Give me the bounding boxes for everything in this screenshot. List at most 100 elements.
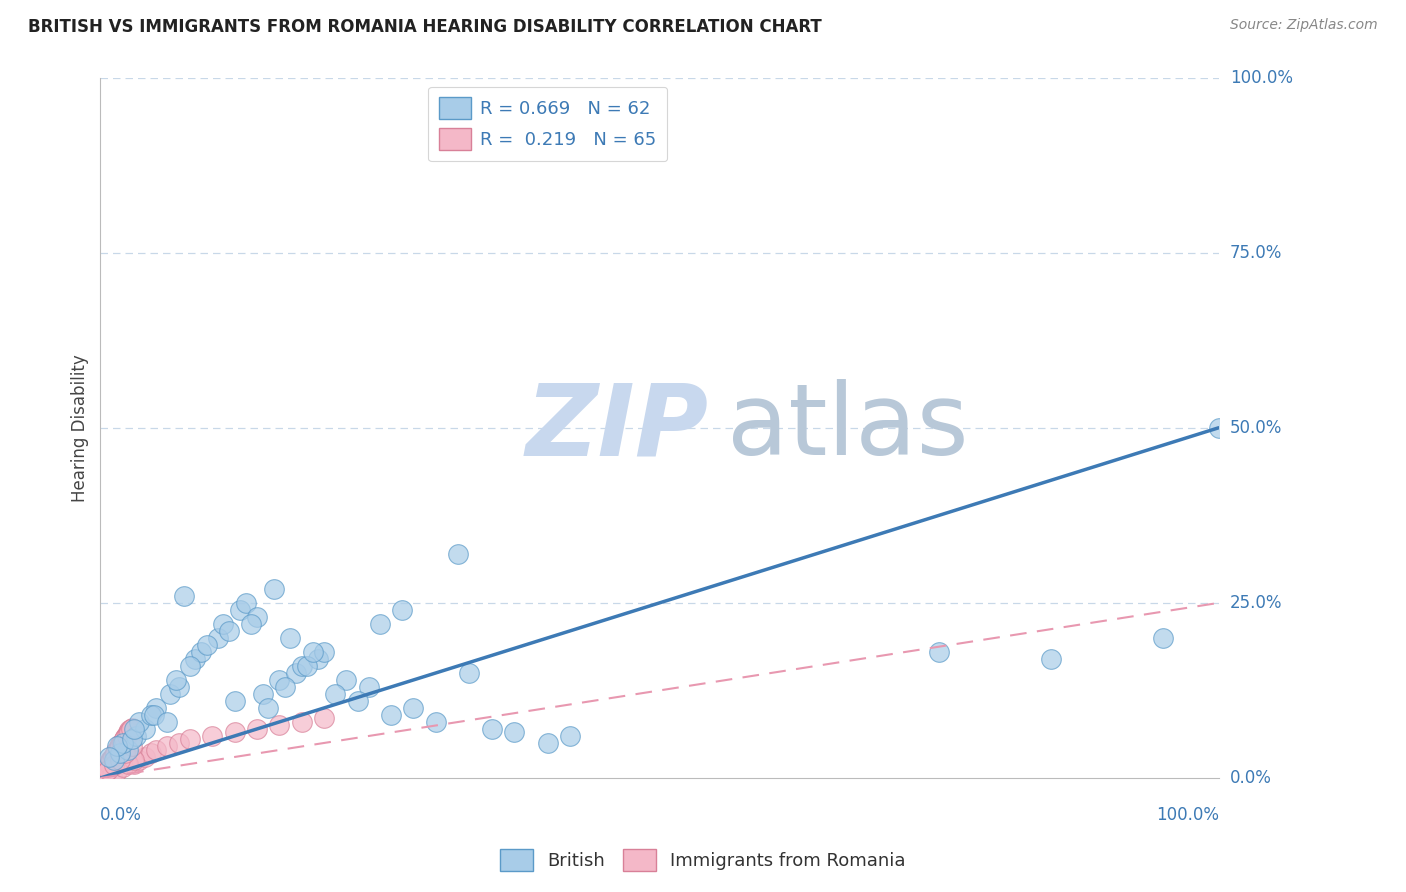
Point (104, 747, 127, 761)
Point (97, 756, 120, 771)
Point (139, 747, 162, 761)
Text: 25.0%: 25.0% (1230, 594, 1282, 612)
Point (252, 687, 274, 701)
Point (380, 708, 402, 723)
Point (112, 732, 135, 747)
Point (402, 701, 425, 715)
Point (235, 596, 257, 610)
Point (246, 722, 269, 736)
Text: 75.0%: 75.0% (1230, 244, 1282, 261)
Point (357, 680, 380, 694)
Point (104, 747, 127, 761)
Point (190, 645, 212, 659)
Point (145, 743, 167, 757)
Point (110, 747, 132, 761)
Point (110, 738, 132, 752)
Point (269, 718, 291, 732)
Text: 0.0%: 0.0% (100, 806, 142, 824)
Point (101, 750, 124, 764)
Point (134, 750, 156, 764)
Point (156, 714, 179, 729)
Point (301, 645, 323, 659)
Point (246, 610, 269, 624)
Point (114, 747, 136, 761)
Point (335, 673, 357, 687)
Point (103, 748, 125, 763)
Point (307, 652, 329, 666)
Legend: British, Immigrants from Romania: British, Immigrants from Romania (494, 842, 912, 879)
Point (143, 708, 166, 723)
Point (312, 645, 335, 659)
Y-axis label: Hearing Disability: Hearing Disability (72, 354, 89, 501)
Point (257, 701, 280, 715)
Point (120, 722, 142, 736)
Point (114, 731, 136, 745)
Point (98, 750, 121, 764)
Point (120, 722, 142, 736)
Point (97, 756, 120, 771)
Point (218, 624, 240, 638)
Point (105, 744, 128, 758)
Point (558, 729, 581, 743)
Point (100, 751, 122, 765)
Point (94, 763, 117, 777)
Point (112, 732, 135, 747)
Point (291, 659, 314, 673)
Point (94, 765, 117, 780)
Point (108, 739, 131, 754)
Point (184, 652, 207, 666)
Point (139, 708, 162, 723)
Point (280, 631, 302, 645)
Point (167, 736, 190, 750)
Point (447, 547, 470, 561)
Point (201, 729, 224, 743)
Point (100, 767, 122, 781)
Point (110, 754, 132, 768)
Point (111, 734, 134, 748)
Point (297, 659, 319, 673)
Point (179, 659, 201, 673)
Point (240, 616, 263, 631)
Point (91, 765, 114, 780)
Point (1039, 652, 1062, 666)
Point (263, 582, 285, 596)
Point (159, 687, 181, 701)
Point (111, 760, 134, 774)
Text: 100.0%: 100.0% (1156, 806, 1219, 824)
Point (537, 736, 560, 750)
Point (1152, 631, 1174, 645)
Point (121, 721, 143, 735)
Text: 50.0%: 50.0% (1230, 418, 1282, 437)
Point (118, 725, 141, 739)
Point (117, 743, 139, 757)
Point (125, 729, 148, 743)
Point (97, 763, 120, 777)
Point (107, 743, 129, 757)
Point (368, 616, 391, 631)
Point (425, 714, 447, 729)
Point (212, 616, 235, 631)
Point (928, 645, 950, 659)
Point (481, 722, 503, 736)
Point (229, 603, 252, 617)
Point (108, 739, 131, 754)
Point (111, 736, 134, 750)
Point (98, 756, 121, 770)
Point (323, 687, 346, 701)
Point (391, 603, 413, 617)
Text: Source: ZipAtlas.com: Source: ZipAtlas.com (1230, 18, 1378, 32)
Point (269, 673, 291, 687)
Point (93, 764, 115, 778)
Point (115, 729, 138, 743)
Point (122, 756, 145, 771)
Point (503, 725, 526, 739)
Text: 100.0%: 100.0% (1230, 69, 1294, 87)
Point (173, 589, 195, 603)
Point (100, 754, 122, 768)
Point (111, 736, 134, 750)
Point (346, 694, 368, 708)
Point (94, 760, 117, 774)
Point (100, 754, 122, 768)
Text: atlas: atlas (727, 379, 969, 476)
Text: 0.0%: 0.0% (1230, 769, 1272, 787)
